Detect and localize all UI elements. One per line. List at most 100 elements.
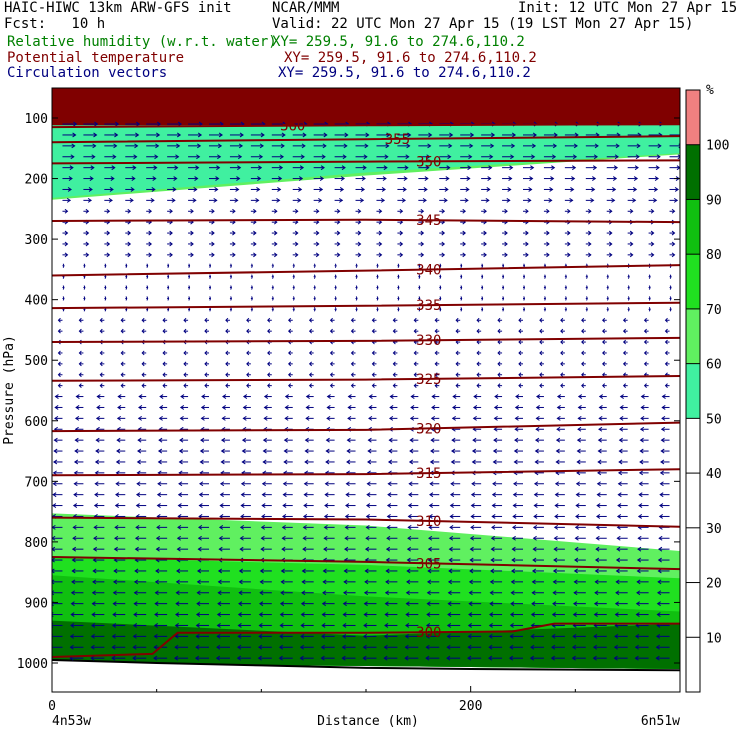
vector-head-31 [93, 132, 98, 138]
vector-head-532 [523, 307, 526, 312]
vector-head-1288 [636, 579, 641, 585]
vector-head-1488 [446, 655, 451, 661]
vector-head-1487 [425, 655, 430, 661]
vector-head-40 [281, 132, 286, 138]
theta-label-355: 355 [385, 132, 410, 148]
vector-head-333 [127, 241, 132, 247]
vector-head-457 [209, 285, 212, 290]
vector-head-624 [560, 339, 564, 345]
vector-head-559 [455, 317, 459, 323]
vector-head-152 [110, 176, 115, 181]
vector-head-1315 [573, 590, 578, 596]
vector-head-1128 [428, 524, 433, 530]
vector-head-1120 [260, 524, 265, 530]
vector-head-44 [365, 132, 370, 138]
vector-head-1237 [196, 568, 202, 574]
vector-head-729 [246, 383, 250, 389]
vector-head-696 [183, 372, 187, 378]
vector-head-918 [430, 448, 435, 454]
vector-head-1240 [259, 568, 264, 574]
vector-head-1166 [595, 535, 600, 541]
vector-head-1379 [656, 612, 661, 617]
colorbar-label-70: 70 [706, 303, 722, 318]
vector-head-193 [339, 187, 345, 192]
vector-head-873 [116, 437, 121, 443]
vector-head-792 [305, 405, 310, 410]
vector-head-1299 [238, 590, 243, 596]
vector-head-1257 [615, 568, 620, 574]
vector-head-866 [598, 426, 603, 432]
vector-head-800 [472, 405, 478, 410]
vector-head-1366 [384, 612, 389, 617]
vector-head-677 [413, 361, 417, 367]
vector-head-949 [450, 459, 455, 465]
vector-head-491 [293, 296, 295, 301]
vector-head-1419 [237, 633, 242, 639]
colorbar-bin-60 [686, 308, 700, 364]
vector-head-182 [109, 187, 114, 192]
vector-head-357 [629, 241, 634, 247]
vector-head-478 [648, 285, 651, 290]
vector-head-259 [462, 208, 467, 214]
vector-head-1449 [237, 644, 242, 650]
vector-head-1382 [91, 623, 96, 628]
vector-head-39 [260, 132, 265, 138]
vector-head-1331 [279, 601, 285, 607]
vector-head-1444 [132, 644, 137, 650]
vector-head-338 [232, 241, 236, 247]
vector-head-66 [196, 143, 202, 149]
vector-head-561 [497, 317, 501, 323]
vector-head-1253 [531, 568, 537, 574]
vector-head-102 [321, 154, 326, 160]
vector-head-1068 [428, 503, 433, 508]
vector-head-83 [552, 143, 558, 149]
vector-head-167 [424, 176, 429, 181]
vector-head-628 [643, 339, 647, 345]
vector-head-634 [141, 350, 145, 356]
vector-head-67 [217, 143, 223, 149]
theta-contour-305 [52, 556, 680, 571]
vector-head-500 [481, 296, 484, 301]
vector-head-1154 [344, 535, 349, 541]
vector-head-113 [551, 154, 557, 160]
vector-head-386 [608, 252, 613, 258]
vector-head-738 [434, 383, 438, 389]
vector-head-957 [618, 459, 623, 465]
vector-head-1497 [634, 655, 639, 661]
vector-head-138 [446, 165, 451, 171]
vector-head-477 [627, 285, 630, 290]
vector-head-465 [376, 285, 379, 290]
vector-head-684 [560, 361, 564, 367]
vector-head-1361 [279, 612, 284, 617]
vector-head-1330 [259, 601, 264, 607]
vector-head-1463 [530, 644, 535, 650]
vector-head-391 [83, 263, 86, 268]
vector-head-1108 [637, 514, 643, 519]
vector-head-1307 [405, 590, 410, 596]
vector-head-894 [555, 437, 561, 443]
vector-head-1127 [407, 524, 412, 530]
vector-head-1436 [593, 633, 598, 639]
vector-head-725 [162, 383, 166, 389]
vector-head-688 [643, 361, 647, 367]
vector-head-388 [650, 252, 655, 258]
vector-head-755 [159, 394, 164, 399]
vector-head-1153 [323, 535, 328, 541]
colorbar-bin-70 [686, 254, 700, 309]
vector-head-1193 [532, 546, 537, 552]
vector-head-128 [237, 165, 242, 171]
vector-head-1468 [634, 644, 639, 650]
vector-field-label: Circulation vectors [7, 65, 168, 81]
vector-head-1402 [509, 623, 514, 628]
theta-contour-layer [52, 123, 680, 658]
vector-head-1044 [554, 492, 559, 498]
vector-head-1048 [638, 492, 643, 498]
vector-head-1384 [132, 623, 138, 628]
vector-head-1375 [572, 612, 577, 617]
vector-head-1070 [470, 503, 475, 508]
vector-head-753 [117, 394, 122, 399]
vector-head-596 [602, 328, 606, 334]
vector-head-731 [288, 383, 292, 389]
vector-head-1043 [533, 492, 538, 498]
vector-head-1422 [300, 633, 305, 639]
